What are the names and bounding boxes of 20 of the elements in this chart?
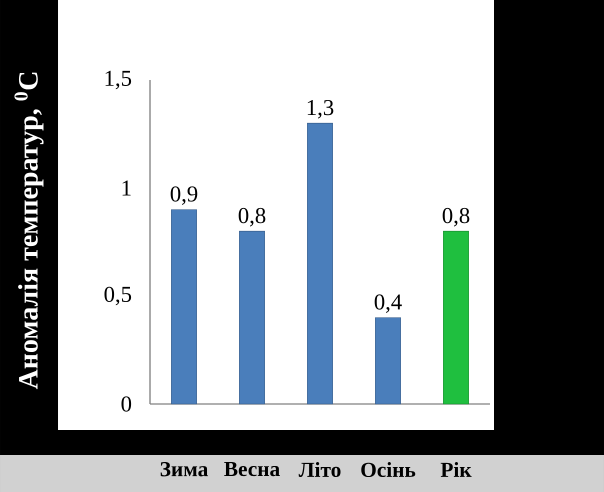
data-label: 0,9 [170, 186, 198, 205]
x-tick-label: Рік [440, 462, 472, 477]
y-tick-label: 1,5 [106, 70, 132, 90]
bar [171, 209, 197, 404]
bar [443, 230, 469, 404]
x-tick-label: Літо [298, 462, 341, 478]
bar [375, 317, 401, 404]
data-label: 0,8 [238, 208, 266, 226]
y-axis-title: Аномалія температур, $^{0}$C [14, 72, 44, 390]
y-tick-label: 0,5 [104, 286, 132, 306]
bar [307, 122, 333, 404]
x-tick-label: Зима [160, 462, 208, 476]
y-tick-label: 0 [121, 396, 132, 412]
bar [239, 230, 265, 404]
x-tick-label: Осінь [361, 462, 416, 478]
data-label: 0,8 [442, 208, 470, 226]
data-label: 1,3 [308, 100, 334, 118]
data-label: 0,4 [374, 294, 402, 313]
y-tick-label: 1 [122, 180, 131, 196]
x-tick-label: Весна [224, 462, 280, 476]
